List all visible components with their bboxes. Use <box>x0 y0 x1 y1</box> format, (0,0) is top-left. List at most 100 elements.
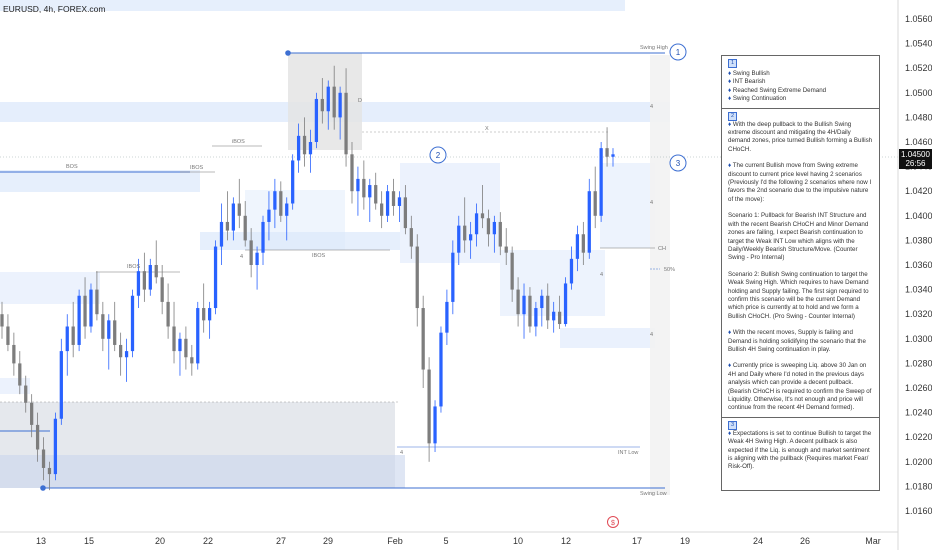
dollar-icon[interactable]: $ <box>607 516 619 528</box>
candle-body <box>59 351 63 419</box>
y-tick-label: 1.05400 <box>905 39 932 49</box>
marker-2[interactable]: 2 <box>429 146 447 164</box>
candle-body <box>255 252 259 265</box>
candle-body <box>249 240 253 265</box>
candle <box>302 117 307 167</box>
x-tick-label: 20 <box>155 536 165 546</box>
candle-body <box>30 402 34 425</box>
candle-body <box>368 185 372 198</box>
candle <box>231 197 235 241</box>
candle-body <box>237 203 241 216</box>
candle-body <box>35 424 40 450</box>
candle <box>599 142 603 222</box>
candle <box>142 252 147 302</box>
candle-body <box>522 295 526 315</box>
section-1-list: ♦ Swing Bullish ♦ INT Bearish ♦ Reached Sw… <box>728 70 873 104</box>
candle-body <box>243 215 247 241</box>
zones-layer <box>0 0 670 495</box>
swing-low-dot <box>40 485 46 491</box>
candle-body <box>427 369 431 444</box>
candle <box>314 92 319 149</box>
candle <box>30 394 34 438</box>
candle <box>255 246 259 290</box>
candle <box>581 221 585 265</box>
candle <box>374 172 378 210</box>
candle <box>368 178 372 222</box>
y-tick-label: 1.03400 <box>905 285 932 295</box>
panel-section-2: 2 ♦ With the deep pullback to the Bullis… <box>722 109 879 418</box>
candle-body <box>563 283 568 325</box>
candle <box>225 191 230 241</box>
candle <box>24 375 28 413</box>
demand-zone-lower <box>0 272 100 304</box>
candle <box>605 127 609 167</box>
candle <box>154 240 158 284</box>
candle-body <box>344 92 348 155</box>
candle-body <box>557 311 562 325</box>
candle <box>101 301 105 352</box>
marker-1[interactable]: 1 <box>669 43 687 61</box>
candle <box>445 289 449 345</box>
candle <box>71 301 75 358</box>
candle-body <box>433 406 437 444</box>
candle-body <box>196 308 200 364</box>
candle <box>53 412 58 481</box>
candle-body <box>190 357 194 364</box>
candle-body <box>350 154 354 192</box>
candle-body <box>516 289 520 315</box>
candle-body <box>575 234 580 259</box>
candle-body <box>207 308 212 321</box>
candle <box>468 221 473 259</box>
candle <box>350 142 354 204</box>
demand-zone-b <box>245 190 345 250</box>
candle-body <box>83 295 87 327</box>
candle-body <box>593 191 597 216</box>
candle <box>113 301 117 352</box>
candle <box>136 258 141 309</box>
x-tick-label: 10 <box>513 536 523 546</box>
candle <box>433 400 437 452</box>
panel-section-3: 3 ♦ Expectations is set to continue Bull… <box>722 418 879 476</box>
candle <box>611 148 615 167</box>
ibos-label-3: iBOS <box>232 139 245 145</box>
candle-body <box>178 338 182 352</box>
candle <box>83 277 87 339</box>
ch-label: CH <box>658 246 666 252</box>
candle-body <box>231 203 235 231</box>
y-tick-label: 1.04600 <box>905 137 932 147</box>
marker-3-label: 3 <box>676 159 681 168</box>
x-tick-label: Mar <box>865 536 881 546</box>
x-axis[interactable]: 13 15 20 22 27 29 Feb 5 10 12 17 19 24 26 Mar <box>36 536 881 546</box>
y-tick-label: 1.02200 <box>905 432 932 442</box>
candle <box>296 123 301 173</box>
candle-body <box>474 213 479 235</box>
candle-body <box>468 234 473 241</box>
candle <box>119 332 123 376</box>
x-tick-label: 27 <box>276 536 286 546</box>
candle-body <box>362 178 366 198</box>
pct-label: 50% <box>664 267 675 273</box>
candle <box>219 203 224 265</box>
y-tick-label: 1.02600 <box>905 383 932 393</box>
chart-title: EURUSD, 4h, FOREX.com <box>3 4 106 14</box>
section-2-text-6: ♦ Currently price is sweeping Liq. above… <box>728 362 872 412</box>
candle <box>107 314 111 370</box>
candle-body <box>261 221 265 253</box>
candle <box>190 344 194 376</box>
marker-3[interactable]: 3 <box>669 154 687 172</box>
section-1-item: ♦ Swing Bullish <box>728 70 770 77</box>
candle-body <box>326 86 330 112</box>
section-1-badge: 1 <box>728 59 737 68</box>
y-tick-label: 1.05200 <box>905 63 932 73</box>
candle-body <box>225 221 230 231</box>
candle-body <box>6 326 10 345</box>
y-axis[interactable]: 1.05600 1.05400 1.05200 1.05000 1.04800 1.046… <box>905 14 932 516</box>
candle <box>557 295 562 329</box>
y-tick-label: 1.03600 <box>905 260 932 270</box>
candle <box>528 287 532 333</box>
candle-body <box>391 191 396 206</box>
candle <box>47 461 52 491</box>
candle <box>451 240 455 315</box>
bos-label: BOS <box>66 164 78 170</box>
